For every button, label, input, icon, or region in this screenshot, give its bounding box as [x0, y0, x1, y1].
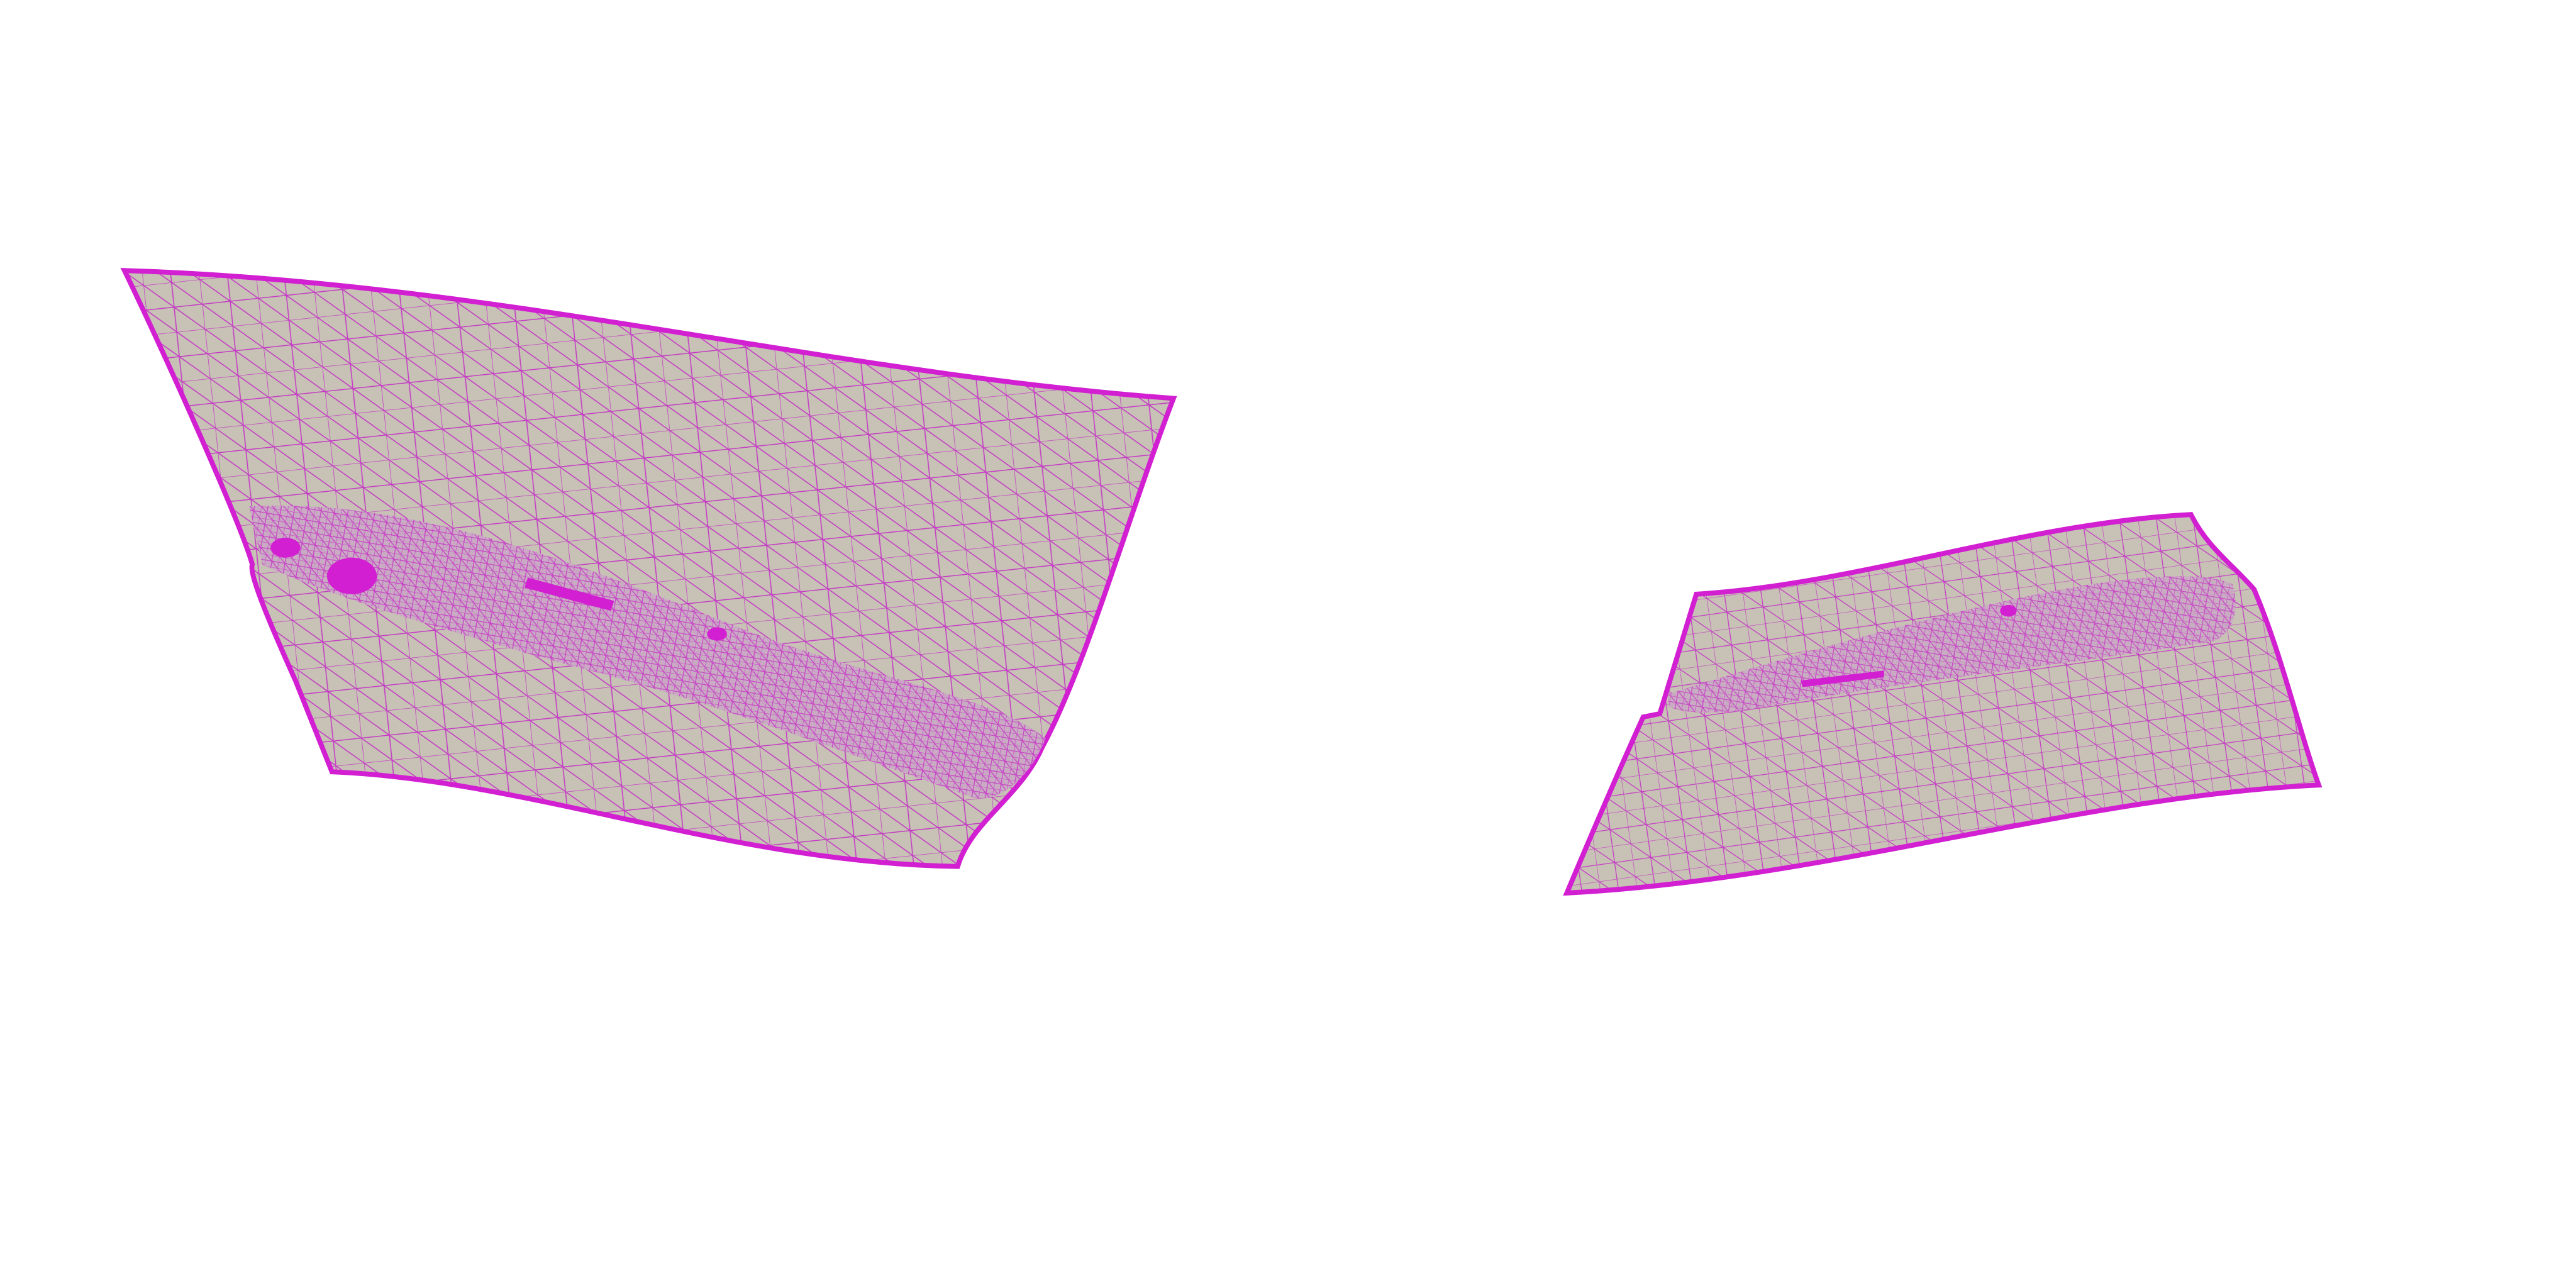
mesh-cluster: [326, 557, 377, 594]
mesh-cluster: [1801, 670, 1884, 687]
mesh-cluster: [707, 627, 727, 641]
mesh-dense-band: [1668, 576, 2236, 713]
mesh-cluster: [524, 577, 614, 611]
right-mesh: [1563, 512, 2323, 896]
left-mesh: [120, 268, 1177, 869]
mesh-dense-band: [248, 505, 1046, 799]
mesh-cluster: [270, 538, 301, 558]
mesh-cluster: [2000, 604, 2017, 617]
